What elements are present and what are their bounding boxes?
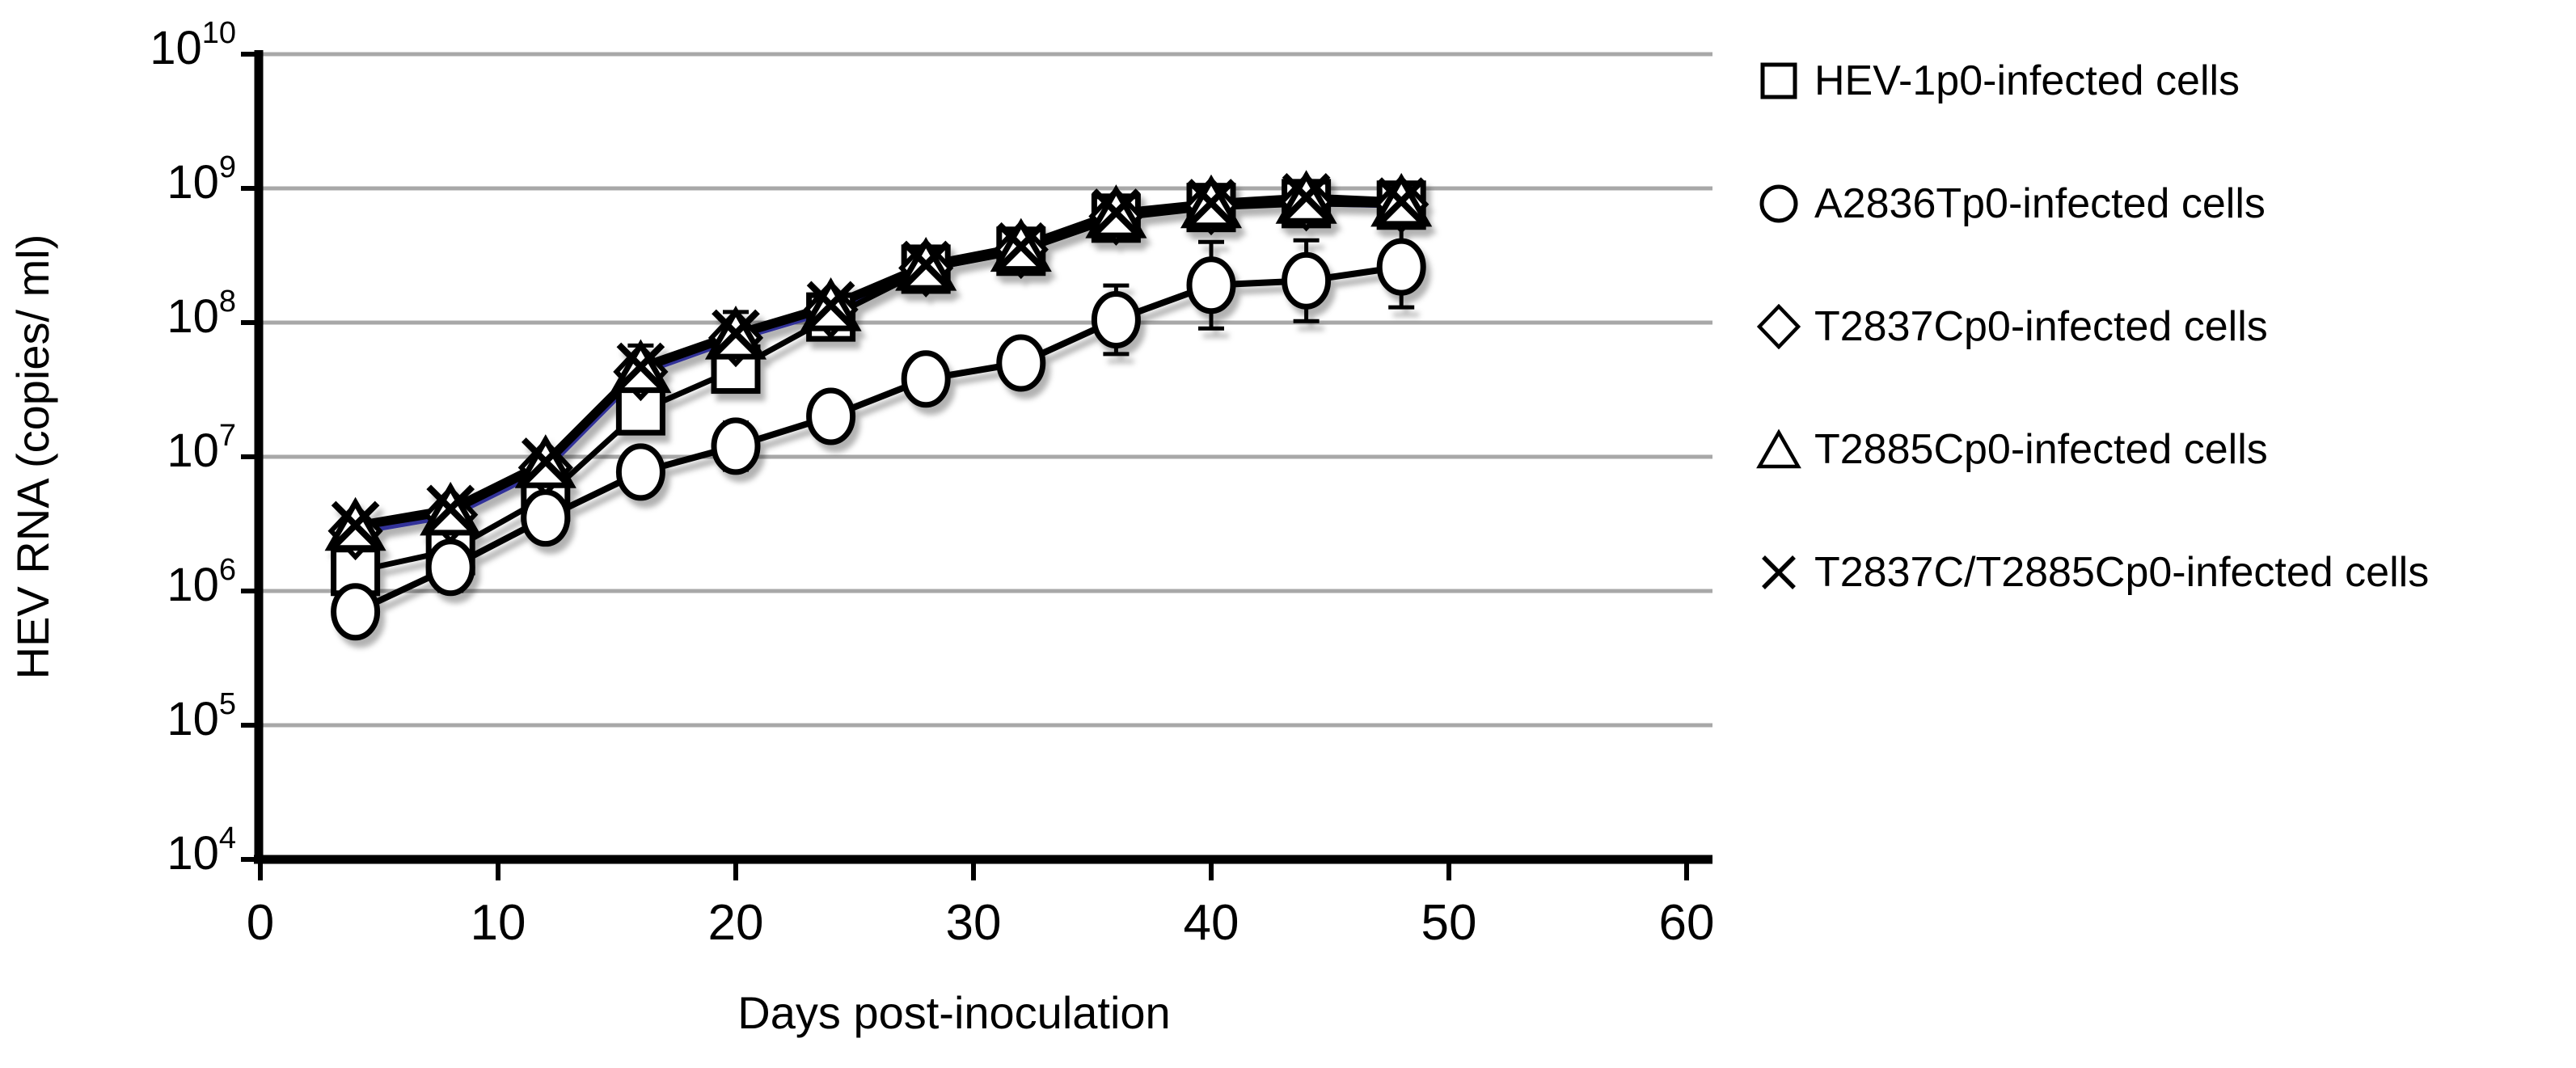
series-markers-square: [331, 179, 1426, 597]
legend-label: T2837Cp0-infected cells: [1814, 303, 2268, 350]
legend-item-t2837c: T2837Cp0-infected cells: [1756, 303, 2573, 350]
legend-item-t2837c-t2885c: T2837C/T2885Cp0-infected cells: [1756, 549, 2573, 596]
legend-item-hev1p0: HEV-1p0-infected cells: [1756, 57, 2573, 104]
y-tick-label: 107: [167, 419, 236, 477]
x-axis-title: Days post-inoculation: [737, 987, 1170, 1038]
x-tick-label: 0: [247, 895, 274, 951]
axes: [241, 50, 1712, 880]
series-line-x: [354, 193, 1402, 529]
x-tick-label: 20: [708, 895, 764, 951]
triangle-marker-icon: [1756, 428, 1801, 469]
legend: HEV-1p0-infected cells A2836Tp0-infected…: [1756, 57, 2573, 673]
series-markers-x: [331, 173, 1426, 550]
x-marker-icon: [1762, 555, 1796, 589]
y-tick-label: 109: [167, 150, 236, 209]
y-tick-label: 106: [167, 553, 236, 611]
x-tick-label: 50: [1421, 895, 1477, 951]
y-tick-label: 104: [167, 821, 236, 880]
y-tick-label: 1010: [150, 16, 236, 74]
square-marker-icon: [1760, 62, 1797, 99]
legend-label: T2837C/T2885Cp0-infected cells: [1814, 549, 2430, 596]
circle-marker-icon: [1759, 184, 1798, 223]
x-tick-label: 60: [1659, 895, 1715, 951]
legend-label: HEV-1p0-infected cells: [1814, 57, 2240, 104]
y-tick-label: 105: [167, 687, 236, 745]
legend-label: A2836Tp0-infected cells: [1814, 180, 2266, 227]
series-line-circle: [353, 264, 1402, 615]
gridlines: [259, 52, 1712, 728]
series-layer: [324, 170, 1433, 641]
y-tick-label: 108: [167, 285, 236, 343]
x-tick-label: 30: [946, 895, 1002, 951]
legend-item-t2885c: T2885Cp0-infected cells: [1756, 426, 2573, 473]
legend-label: T2885Cp0-infected cells: [1814, 426, 2268, 473]
x-tick-label: 40: [1184, 895, 1239, 951]
series-markers-circle: [331, 238, 1426, 641]
x-tick-label: 10: [471, 895, 526, 951]
diamond-marker-icon: [1756, 304, 1801, 349]
series-markers-diamond: [327, 172, 1429, 561]
series-line-square: [354, 201, 1402, 575]
legend-item-a2836t: A2836Tp0-infected cells: [1756, 180, 2573, 227]
y-axis-title: HEV RNA (copies/ ml): [7, 234, 58, 680]
